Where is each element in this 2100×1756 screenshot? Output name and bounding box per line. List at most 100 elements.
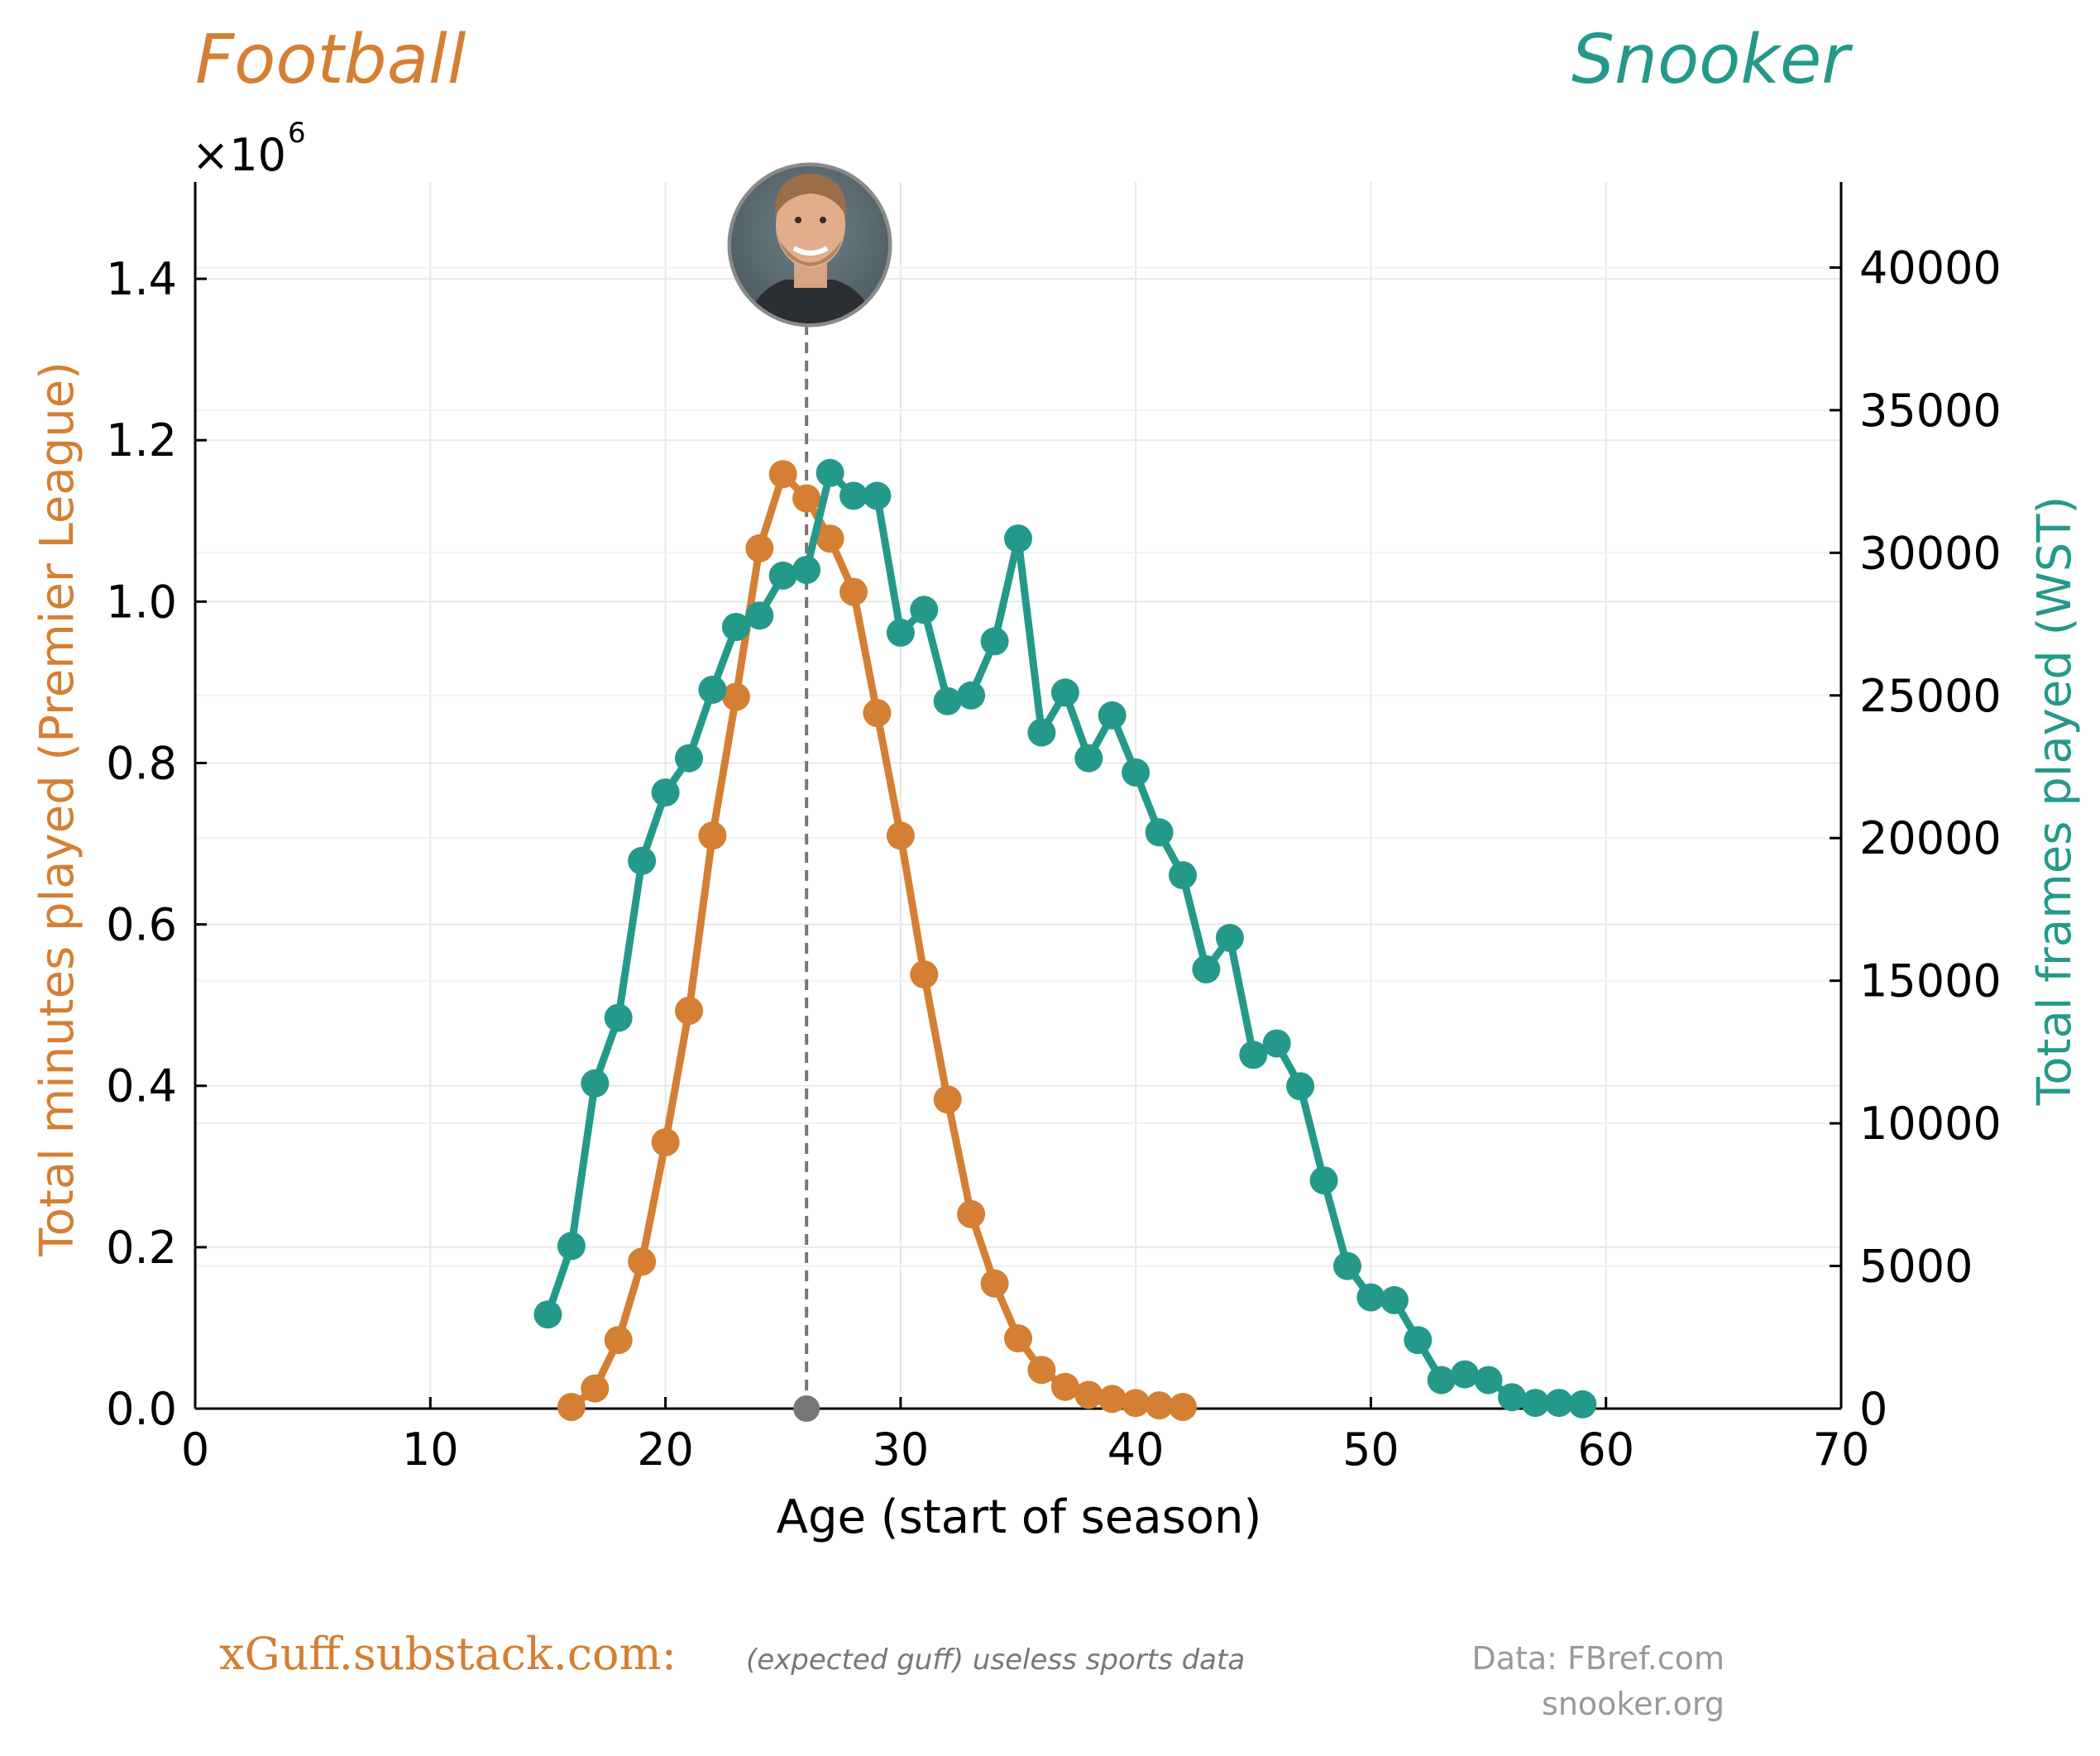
snooker-point	[1474, 1366, 1503, 1395]
snooker-point	[1098, 701, 1127, 730]
football-line	[567, 470, 1187, 1411]
multiplier-base: ×10	[192, 129, 286, 181]
footer-tagline: (expected guff) useless sports data	[746, 1644, 1245, 1677]
football-title: Football	[195, 21, 466, 99]
y-right-tick-label: 15000	[1859, 955, 2002, 1007]
snooker-point	[604, 1003, 633, 1032]
football-point	[628, 1247, 657, 1276]
snooker-point	[768, 561, 797, 590]
snooker-point	[1380, 1285, 1409, 1314]
footer-site: xGuff.substack.com:	[219, 1628, 677, 1680]
football-point	[698, 821, 727, 850]
snooker-point	[721, 613, 750, 641]
snooker-point	[1169, 861, 1197, 890]
right-axis-label: Total frames played (WST)	[2028, 496, 2082, 1107]
football-point	[1027, 1356, 1056, 1385]
football-point	[1169, 1393, 1197, 1421]
football-point	[1145, 1391, 1174, 1420]
snooker-title: Snooker	[1571, 21, 1853, 99]
x-tick-label: 30	[872, 1423, 929, 1476]
football-point	[886, 821, 915, 850]
football-point	[1098, 1385, 1127, 1414]
grid-lines	[194, 182, 1842, 1409]
snooker-point	[557, 1232, 586, 1261]
snooker-point	[1286, 1072, 1315, 1101]
football-point	[1122, 1389, 1150, 1418]
snooker-point	[745, 601, 774, 630]
y-left-tick-label: 0.8	[106, 737, 177, 789]
snooker-point	[933, 687, 962, 715]
snooker-point	[1309, 1166, 1338, 1195]
snooker-point	[533, 1300, 562, 1329]
snooker-point	[1192, 955, 1221, 983]
y-left-tick-label: 1.0	[106, 576, 177, 628]
football-point	[933, 1085, 962, 1114]
snooker-point	[1050, 678, 1079, 707]
x-axis-label: Age (start of season)	[777, 1490, 1262, 1544]
snooker-point	[863, 481, 892, 510]
snooker-point	[910, 596, 939, 624]
left-axis-multiplier: ×10 6	[192, 117, 306, 181]
snooker-point	[1498, 1383, 1526, 1412]
football-point	[675, 997, 703, 1025]
snooker-point	[980, 627, 1009, 656]
football-point	[1004, 1324, 1032, 1353]
snooker-point	[1122, 758, 1150, 787]
snooker-series	[533, 458, 1597, 1419]
snooker-point	[651, 778, 680, 807]
x-tick-label: 0	[181, 1423, 209, 1476]
football-point	[604, 1326, 633, 1355]
football-point	[1050, 1372, 1079, 1401]
snooker-point	[792, 556, 821, 584]
football-point	[745, 533, 774, 562]
snooker-point	[816, 458, 844, 487]
snooker-point	[1027, 718, 1056, 747]
football-point	[1074, 1380, 1103, 1409]
x-tick-label: 20	[637, 1423, 694, 1476]
footer-data-source-2: snooker.org	[1542, 1686, 1724, 1722]
snooker-point	[1404, 1326, 1433, 1355]
football-point	[721, 682, 750, 711]
football-point	[581, 1374, 610, 1403]
y-right-tick-label: 40000	[1859, 242, 2002, 294]
y-left-tick-label: 0.6	[106, 899, 177, 951]
snooker-point	[628, 846, 657, 875]
x-tick-label: 40	[1107, 1423, 1165, 1476]
axes	[194, 182, 1843, 1410]
x-tick-label: 50	[1342, 1423, 1399, 1476]
y-left-tick-label: 0.0	[106, 1383, 177, 1435]
age-marker-dot	[793, 1395, 820, 1422]
x-tick-label: 70	[1813, 1423, 1870, 1476]
snooker-point	[675, 744, 703, 773]
snooker-point	[1544, 1389, 1573, 1418]
football-series	[557, 460, 1197, 1421]
snooker-point	[1074, 744, 1103, 773]
multiplier-exponent: 6	[288, 117, 306, 150]
snooker-point	[1427, 1366, 1456, 1395]
y-right-tick-label: 20000	[1859, 812, 2002, 864]
snooker-point	[698, 675, 727, 704]
snooker-point	[1568, 1390, 1597, 1419]
y-right-tick-label: 10000	[1859, 1098, 2002, 1150]
snooker-point	[581, 1069, 610, 1098]
football-point	[792, 484, 821, 513]
football-point	[651, 1128, 680, 1156]
snooker-point	[957, 681, 986, 710]
snooker-point	[1333, 1251, 1361, 1280]
y-right-tick-label: 0	[1859, 1383, 1887, 1435]
snooker-point	[1239, 1041, 1268, 1069]
football-point	[840, 577, 868, 606]
y-right-tick-label: 25000	[1859, 670, 2002, 722]
football-point	[557, 1393, 586, 1421]
snooker-point	[1521, 1389, 1550, 1418]
snooker-point	[1145, 818, 1174, 847]
football-point	[957, 1199, 986, 1228]
snooker-point	[886, 618, 915, 647]
tick-labels: 0 10 20 30 40 50 60 70 0.0 0.2 0.4 0.6 0.8 1.0 1.2 1.4 0…	[106, 242, 2002, 1476]
y-left-tick-label: 0.2	[106, 1222, 177, 1274]
y-right-tick-label: 30000	[1859, 527, 2002, 579]
snooker-point	[1215, 923, 1244, 952]
snooker-point	[1356, 1283, 1385, 1312]
snooker-point	[1004, 524, 1032, 553]
x-tick-label: 60	[1577, 1423, 1634, 1476]
